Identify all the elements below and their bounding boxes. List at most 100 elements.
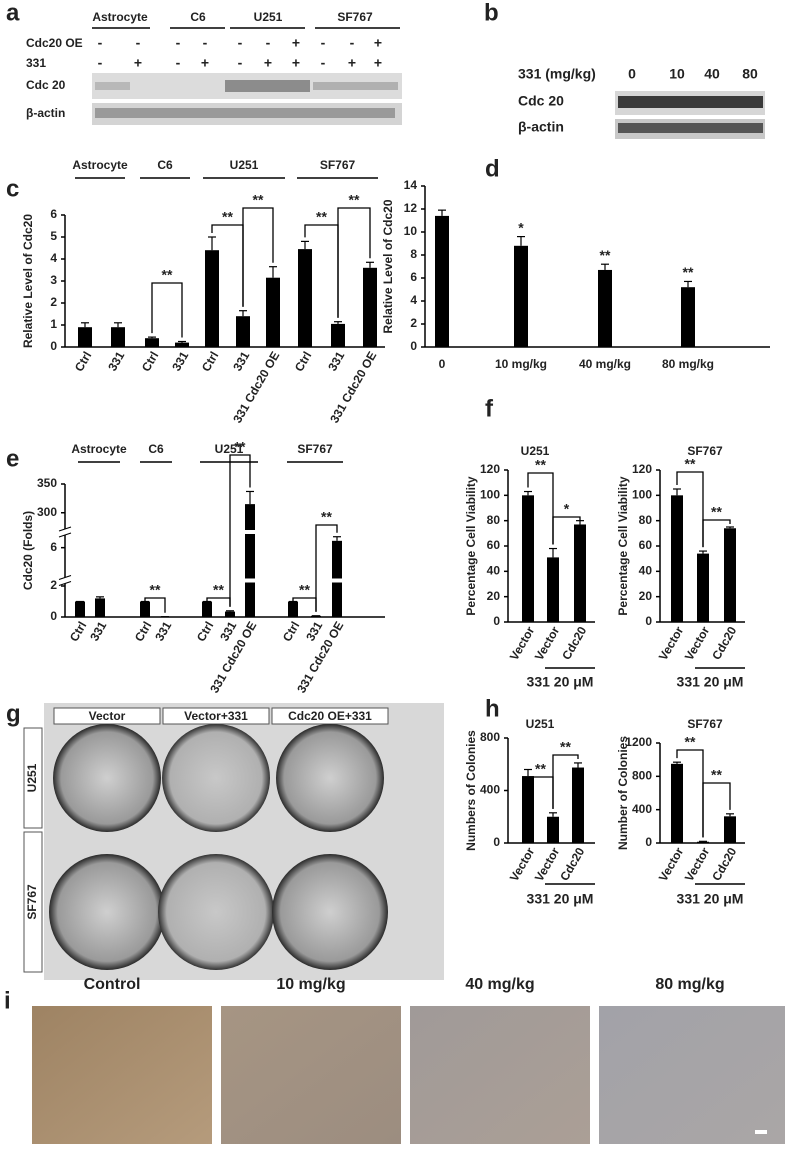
sign: + — [264, 55, 272, 71]
x-tick-label: 331 — [105, 349, 127, 374]
annotation: ** — [535, 457, 546, 473]
x-tick-label: 331 — [325, 349, 347, 374]
column-label: Astrocyte — [92, 10, 148, 24]
bar — [572, 768, 584, 843]
annotation: ** — [162, 267, 173, 283]
y-tick-label: 6 — [50, 540, 57, 554]
sign: - — [176, 55, 181, 71]
x-tick-label: Ctrl — [132, 619, 154, 644]
dish — [272, 854, 388, 970]
x-tick-label: Vector — [682, 624, 713, 663]
x-tick-label: 331 — [152, 619, 174, 644]
column-label: Vector — [89, 709, 126, 723]
x-tick-label: 331 — [87, 619, 109, 644]
sign: - — [238, 35, 243, 51]
panel-g: g Vector Vector+331 Cdc20 OE+331 U251 SF… — [6, 700, 444, 980]
dose-label: 331 (mg/kg) — [518, 66, 596, 82]
annotation: ** — [150, 582, 161, 598]
image-label: 40 mg/kg — [465, 976, 534, 993]
y-tick-label: 100 — [632, 488, 652, 502]
bar — [363, 268, 377, 347]
bar — [522, 776, 534, 843]
x-tick-label: Ctrl — [139, 349, 161, 374]
band — [313, 82, 398, 90]
x-tick-label: Ctrl — [292, 349, 314, 374]
bar — [547, 817, 559, 843]
y-tick-label: 12 — [404, 201, 418, 215]
y-tick-label: 20 — [487, 589, 501, 603]
sign: - — [136, 35, 141, 51]
bar — [175, 343, 189, 347]
annotation: ** — [685, 734, 696, 750]
sign: - — [98, 55, 103, 71]
annotation: ** — [683, 264, 694, 280]
band — [225, 80, 310, 92]
sign: - — [238, 55, 243, 71]
sign: + — [292, 55, 300, 71]
x-tick-label: Cdc20 — [559, 624, 589, 662]
dish — [53, 724, 161, 832]
row-label: 331 — [26, 56, 46, 70]
dish — [162, 724, 270, 832]
sign: - — [321, 55, 326, 71]
band — [95, 82, 130, 90]
bar — [205, 250, 219, 347]
y-tick-label: 10 — [404, 224, 418, 238]
y-tick-label: 0 — [50, 609, 57, 623]
panel-label: h — [485, 695, 500, 722]
y-tick-label: 1 — [50, 317, 57, 331]
bar — [435, 216, 449, 347]
bar — [681, 287, 695, 347]
blot-label: β-actin — [518, 119, 564, 135]
bar — [514, 246, 528, 347]
y-tick-label: 60 — [487, 538, 501, 552]
micrograph — [410, 1006, 590, 1144]
y-tick-label: 3 — [50, 273, 57, 287]
annotation: ** — [685, 456, 696, 472]
x-tick-label: Ctrl — [280, 619, 302, 644]
x-tick-label: Vector — [682, 845, 713, 884]
dose: 80 — [742, 66, 758, 82]
x-tick-label: 331 — [230, 349, 252, 374]
annotation: ** — [711, 504, 722, 520]
scale-bar — [755, 1130, 767, 1134]
bar — [331, 324, 345, 347]
x-tick-label: Cdc20 — [709, 624, 739, 662]
dose: 40 — [704, 66, 720, 82]
y-tick-label: 14 — [404, 178, 418, 192]
dish — [276, 724, 384, 832]
bar — [95, 598, 105, 617]
column-label: SF767 — [337, 10, 373, 24]
annotation: ** — [222, 209, 233, 225]
band — [618, 123, 763, 133]
bar-break — [244, 530, 256, 534]
x-tick-label: Ctrl — [72, 349, 94, 374]
x-tick-label: 0 — [439, 357, 446, 371]
panel-i: i Control 10 mg/kg 40 mg/kg 80 mg/kg — [4, 976, 785, 1144]
blot-label: Cdc 20 — [518, 93, 564, 109]
y-axis-label: Cdc20 (Folds) — [21, 511, 35, 590]
annotation: ** — [253, 192, 264, 208]
panel-label: b — [484, 0, 499, 26]
annotation: ** — [711, 767, 722, 783]
annotation: ** — [349, 192, 360, 208]
panel-label: f — [485, 395, 494, 422]
group-label: SF767 — [297, 442, 333, 456]
chart-title: SF767 — [687, 717, 723, 731]
x-tick-label: Vector — [532, 845, 563, 884]
y-tick-label: 2 — [410, 316, 417, 330]
blot-label: β-actin — [26, 106, 65, 120]
y-axis-label: Number of Colonies — [616, 736, 630, 850]
row-label: SF767 — [25, 884, 39, 920]
bar-break — [244, 579, 256, 583]
row-label: U251 — [25, 763, 39, 792]
sign: + — [292, 35, 300, 51]
y-axis-label: Relative Level of Cdc20 — [381, 199, 395, 333]
bar — [671, 495, 683, 622]
annotation: ** — [535, 761, 546, 777]
band — [618, 96, 763, 108]
bar — [724, 528, 736, 622]
y-tick-label: 6 — [410, 270, 417, 284]
bar — [140, 602, 150, 618]
group-label: Astrocyte — [72, 158, 128, 172]
